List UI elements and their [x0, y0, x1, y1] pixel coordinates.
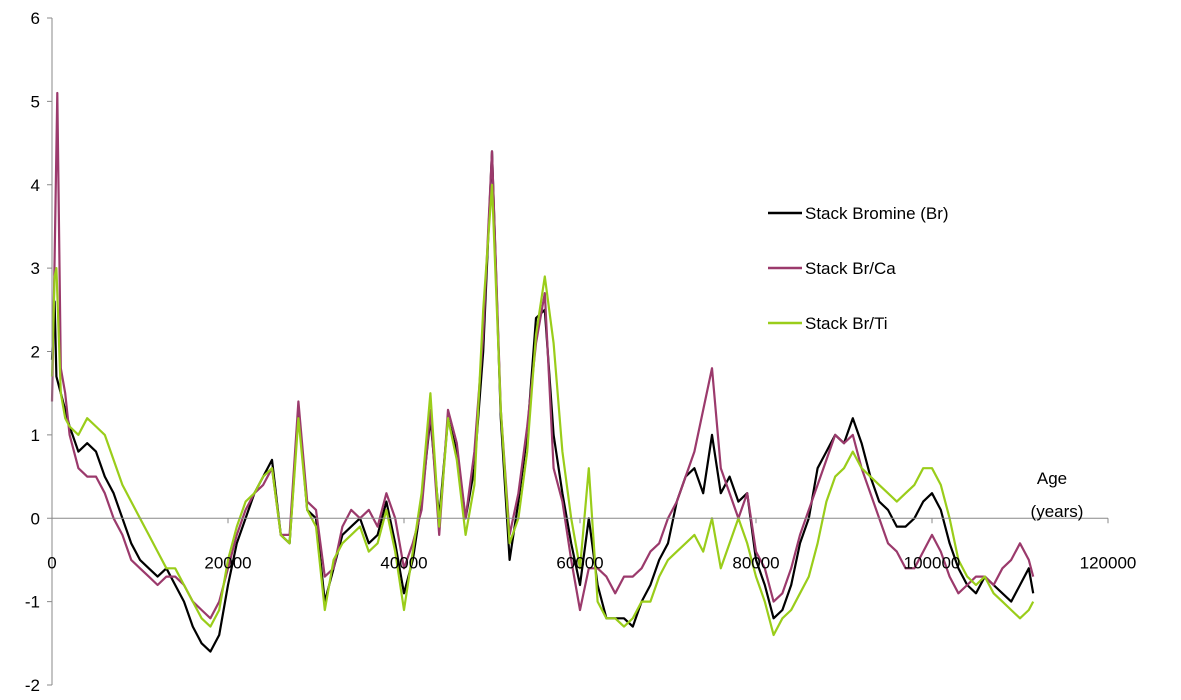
series-line-1 — [50, 91, 1035, 620]
x-tick-label: 40000 — [380, 553, 427, 572]
legend-label: Stack Br/Ca — [805, 259, 896, 278]
legend-item-stack-bromine: Stack Bromine (Br) — [768, 204, 949, 223]
y-tick-label: 5 — [31, 92, 40, 111]
y-tick-label: 4 — [31, 176, 40, 195]
x-axis-title-line-2: (years) — [1031, 502, 1084, 521]
y-tick-label: -2 — [25, 676, 40, 695]
x-axis-title-line-1: Age — [1037, 469, 1067, 488]
series-line-0 — [50, 150, 1035, 653]
x-tick-label: 0 — [47, 553, 56, 572]
x-tick-label: 80000 — [732, 553, 779, 572]
x-tick-label: 120000 — [1080, 553, 1137, 572]
series-layer — [50, 91, 1035, 653]
legend-item-stack-br-ca: Stack Br/Ca — [768, 259, 896, 278]
y-tick-label: 6 — [31, 9, 40, 28]
ticks-layer: -2 -1 0 1 2 3 4 5 6 0 20000 40000 60000 80000 100000 12… — [25, 9, 1136, 695]
legend-label: Stack Bromine (Br) — [805, 204, 949, 223]
legend: Stack Bromine (Br) Stack Br/Ca Stack Br/… — [768, 204, 949, 333]
y-tick-label: 0 — [31, 509, 40, 528]
x-tick-label: 100000 — [904, 553, 961, 572]
legend-label: Stack Br/Ti — [805, 314, 888, 333]
y-tick-label: 3 — [31, 259, 40, 278]
series-line-2 — [50, 183, 1035, 637]
y-tick-label: -1 — [25, 593, 40, 612]
legend-item-stack-br-ti: Stack Br/Ti — [768, 314, 888, 333]
x-tick-label: 20000 — [204, 553, 251, 572]
y-tick-label: 2 — [31, 343, 40, 362]
x-tick-label: 60000 — [556, 553, 603, 572]
x-axis-title: Age (years) — [1031, 469, 1084, 521]
y-tick-label: 1 — [31, 426, 40, 445]
